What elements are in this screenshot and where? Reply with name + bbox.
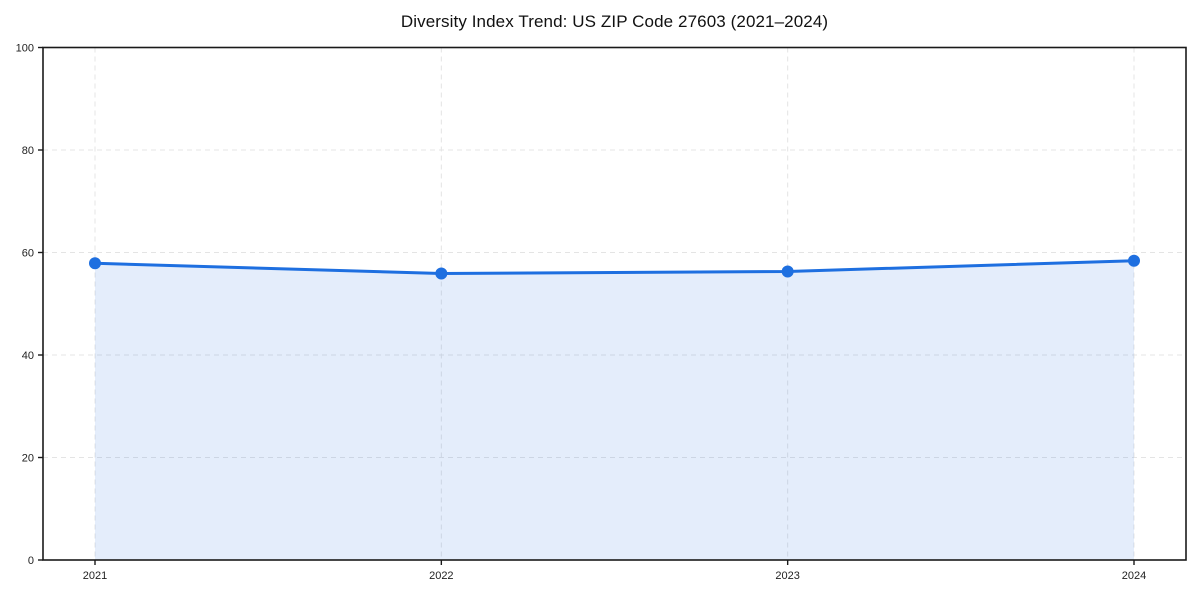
data-point-marker — [781, 265, 794, 278]
y-axis-tick-label: 0 — [28, 555, 34, 567]
y-axis-tick-label: 100 — [16, 43, 34, 55]
data-point-marker — [89, 257, 101, 270]
data-point-marker — [1128, 254, 1140, 267]
y-axis-tick-label: 60 — [22, 248, 34, 260]
chart-title: Diversity Index Trend: US ZIP Code 27603… — [400, 12, 829, 31]
trend-line — [93, 259, 1136, 276]
x-axis-tick-label: 2022 — [429, 570, 453, 582]
axes-frame — [42, 46, 1187, 561]
y-axis-tick-label: 40 — [22, 350, 34, 362]
y-axis-tick-label: 80 — [22, 145, 34, 157]
data-point-marker — [435, 267, 448, 280]
y-axis-tick-label: 20 — [22, 453, 34, 465]
x-axis-tick-label: 2021 — [83, 570, 107, 582]
x-axis-tick-label: 2024 — [1122, 570, 1146, 582]
area-fill — [95, 260, 1134, 560]
x-axis-tick-label: 2023 — [775, 570, 799, 582]
